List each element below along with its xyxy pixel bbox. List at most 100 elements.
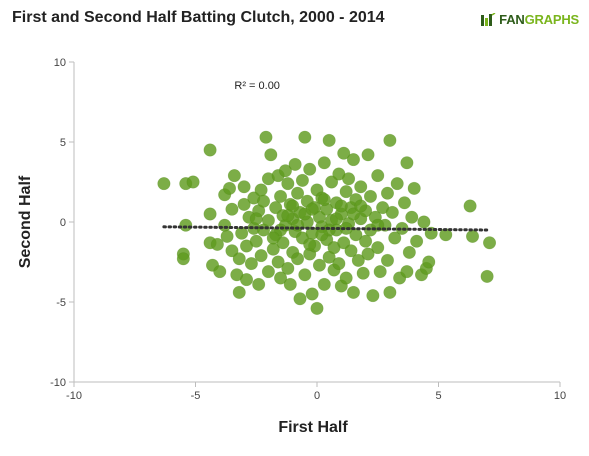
- data-point: [329, 212, 343, 226]
- x-tick-label: 0: [314, 390, 320, 402]
- data-point: [232, 285, 246, 299]
- data-point: [252, 277, 266, 291]
- data-point: [298, 268, 312, 282]
- data-point: [240, 273, 254, 287]
- data-point: [281, 261, 295, 275]
- data-point: [298, 130, 312, 144]
- fangraphs-logo: FAN GRAPHS: [480, 12, 579, 27]
- data-point: [281, 209, 295, 223]
- data-point: [179, 218, 193, 232]
- x-tick-label: -5: [191, 390, 201, 402]
- data-point: [157, 177, 171, 191]
- data-point: [480, 269, 494, 283]
- data-point: [346, 207, 360, 221]
- data-point: [325, 175, 339, 189]
- data-point: [361, 247, 375, 261]
- data-point: [227, 169, 241, 183]
- data-point: [410, 234, 424, 248]
- data-point: [237, 197, 251, 211]
- data-point: [291, 186, 305, 200]
- points-layer: [157, 130, 497, 315]
- data-point: [390, 177, 404, 191]
- brand-fan-text: FAN: [499, 12, 525, 27]
- data-point: [339, 271, 353, 285]
- y-tick-label: 5: [60, 137, 66, 149]
- data-point: [385, 205, 399, 219]
- data-point: [407, 181, 421, 195]
- data-point: [274, 271, 288, 285]
- data-point: [422, 255, 436, 269]
- data-point: [303, 237, 317, 251]
- data-point: [383, 285, 397, 299]
- data-point: [332, 257, 346, 271]
- data-point: [361, 148, 375, 162]
- data-point: [305, 287, 319, 301]
- data-point: [373, 265, 387, 279]
- data-point: [232, 252, 246, 266]
- data-point: [283, 277, 297, 291]
- y-tick-label: 10: [54, 57, 66, 69]
- data-point: [383, 133, 397, 147]
- data-point: [317, 156, 331, 170]
- r-squared-annotation: R² = 0.00: [234, 80, 280, 92]
- data-point: [269, 201, 283, 215]
- data-point: [400, 156, 414, 170]
- brand-graphs-text: GRAPHS: [524, 12, 580, 27]
- label-layer: R² = 0.00 First Half Second Half: [17, 80, 348, 436]
- data-point: [305, 202, 319, 216]
- data-point: [254, 183, 268, 197]
- data-point: [274, 189, 288, 203]
- data-point: [261, 265, 275, 279]
- data-point: [237, 180, 251, 194]
- batter-icon: [481, 12, 496, 26]
- data-point: [244, 257, 258, 271]
- data-point: [271, 255, 285, 269]
- data-point: [400, 265, 414, 279]
- data-point: [295, 173, 309, 187]
- data-point: [310, 301, 324, 315]
- data-point: [249, 234, 263, 248]
- data-point: [334, 199, 348, 213]
- data-point: [317, 277, 331, 291]
- data-point: [463, 199, 477, 213]
- data-point: [405, 210, 419, 224]
- data-point: [218, 218, 232, 232]
- y-tick-label: 0: [60, 217, 66, 229]
- data-point: [223, 181, 237, 195]
- data-point: [261, 213, 275, 227]
- data-point: [203, 143, 217, 157]
- data-point: [291, 252, 305, 266]
- data-point: [176, 252, 190, 266]
- data-point: [337, 236, 351, 250]
- data-point: [346, 153, 360, 167]
- data-point: [213, 265, 227, 279]
- data-point: [278, 164, 292, 178]
- data-point: [354, 199, 368, 213]
- data-point: [363, 189, 377, 203]
- data-point: [397, 196, 411, 210]
- x-tick-label: -10: [66, 390, 82, 402]
- data-point: [356, 266, 370, 280]
- data-point: [354, 180, 368, 194]
- data-point: [371, 169, 385, 183]
- data-point: [380, 253, 394, 267]
- data-point: [344, 244, 358, 258]
- data-point: [371, 241, 385, 255]
- axis-layer: -10 -5 0 5 10 -10 -5 0 5 10: [50, 57, 566, 402]
- data-point: [317, 193, 331, 207]
- data-point: [249, 212, 263, 226]
- data-point: [266, 231, 280, 245]
- data-point: [388, 231, 402, 245]
- data-point: [351, 253, 365, 267]
- data-point: [186, 175, 200, 189]
- data-point: [203, 207, 217, 221]
- data-point: [264, 148, 278, 162]
- data-point: [346, 285, 360, 299]
- data-point: [380, 186, 394, 200]
- data-point: [337, 146, 351, 160]
- x-tick-label: 5: [435, 390, 441, 402]
- data-point: [288, 157, 302, 171]
- data-point: [210, 237, 224, 251]
- data-point: [483, 236, 497, 250]
- data-point: [366, 289, 380, 303]
